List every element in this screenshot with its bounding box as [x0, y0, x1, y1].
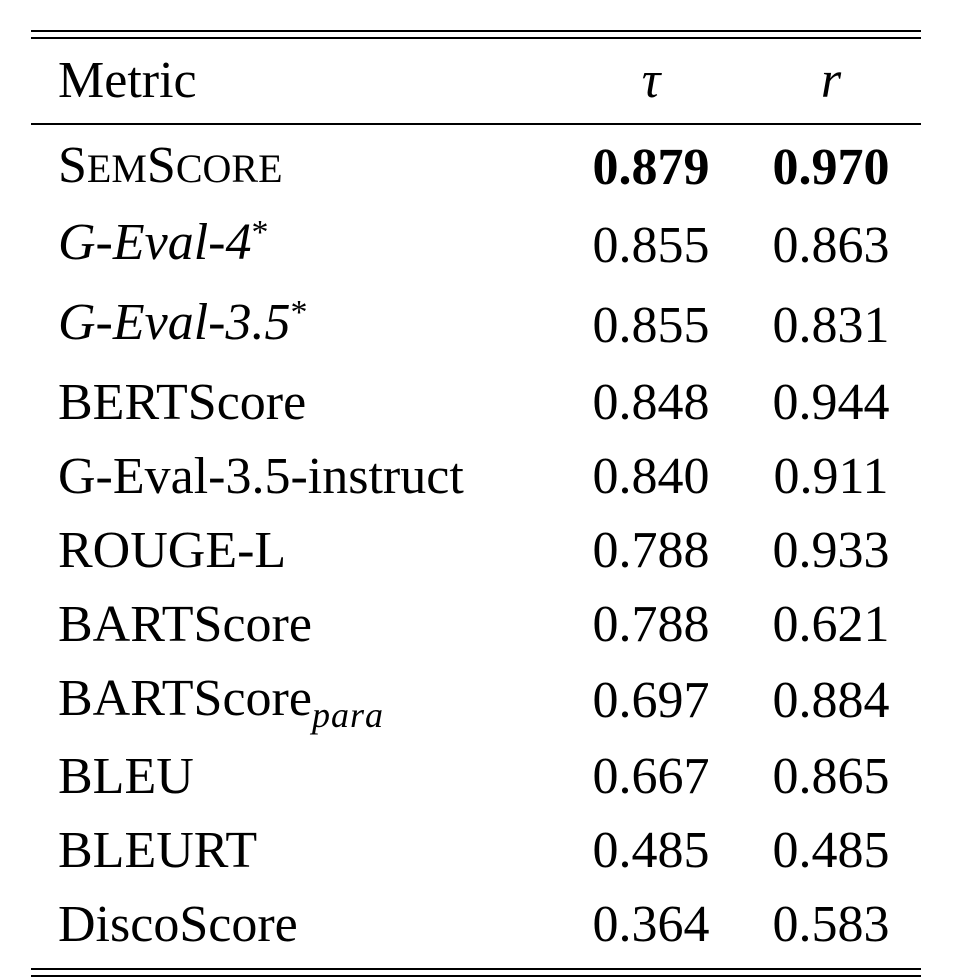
metric-name: BLEURT [58, 822, 258, 879]
tau-value: 0.788 [592, 596, 710, 653]
table-row: G-Eval-3.5* 0.855 0.831 [31, 286, 921, 366]
metric-name: BERTScore [58, 374, 307, 431]
metric-name: BLEU [58, 748, 194, 805]
metric-name: G-Eval-4* [58, 214, 269, 271]
table-row: BARTScore 0.788 0.621 [31, 588, 921, 662]
metric-name: DiscoScore [58, 896, 298, 953]
metric-name: G-Eval-3.5* [58, 294, 308, 351]
tau-value: 0.879 [592, 138, 710, 196]
header-metric: Metric [58, 52, 197, 109]
top-rule-inner [31, 37, 921, 39]
top-rule-outer [31, 30, 921, 32]
tau-value: 0.364 [592, 896, 710, 953]
tau-value: 0.485 [592, 822, 710, 879]
tau-value: 0.667 [592, 748, 710, 805]
header-r: r [820, 52, 842, 109]
metric-name: BARTScore [58, 596, 312, 653]
table-row: DiscoScore 0.364 0.583 [31, 888, 921, 962]
metric-name: SEMSCORE [58, 137, 283, 194]
r-value: 0.621 [772, 596, 890, 653]
tau-value: 0.788 [592, 522, 710, 579]
r-value: 0.970 [772, 138, 890, 196]
table-row: BARTScorepara 0.697 0.884 [31, 662, 921, 740]
r-value: 0.865 [772, 748, 890, 805]
header-row: Metric τ r [31, 39, 921, 123]
r-value: 0.933 [772, 522, 890, 579]
header-tau: τ [641, 52, 661, 109]
tau-value: 0.840 [592, 448, 710, 505]
r-value: 0.911 [773, 448, 889, 505]
r-value: 0.583 [772, 896, 890, 953]
table-row: BERTScore 0.848 0.944 [31, 366, 921, 440]
results-table: Metric τ r SEMSCORE 0.879 0.970 G-Eval-4… [31, 30, 921, 977]
metric-name: ROUGE-L [58, 522, 287, 579]
tau-value: 0.697 [592, 672, 710, 729]
table-row: BLEURT 0.485 0.485 [31, 814, 921, 888]
r-value: 0.863 [772, 217, 890, 274]
r-value: 0.884 [772, 672, 890, 729]
metric-name: BARTScorepara [58, 670, 384, 735]
tau-value: 0.855 [592, 217, 710, 274]
r-value: 0.944 [772, 374, 890, 431]
table-row: G-Eval-4* 0.855 0.863 [31, 206, 921, 286]
header-rule [31, 123, 921, 125]
table-row: BLEU 0.667 0.865 [31, 740, 921, 814]
tau-value: 0.848 [592, 374, 710, 431]
metric-name: G-Eval-3.5-instruct [58, 448, 464, 505]
r-value: 0.485 [772, 822, 890, 879]
metric-correlation-table: Metric τ r SEMSCORE 0.879 0.970 G-Eval-4… [31, 39, 921, 962]
r-value: 0.831 [772, 297, 890, 354]
table-row: G-Eval-3.5-instruct 0.840 0.911 [31, 440, 921, 514]
table-row: ROUGE-L 0.788 0.933 [31, 514, 921, 588]
tau-value: 0.855 [592, 297, 710, 354]
bottom-rule-inner [31, 968, 921, 970]
table-row: SEMSCORE 0.879 0.970 [31, 125, 921, 206]
